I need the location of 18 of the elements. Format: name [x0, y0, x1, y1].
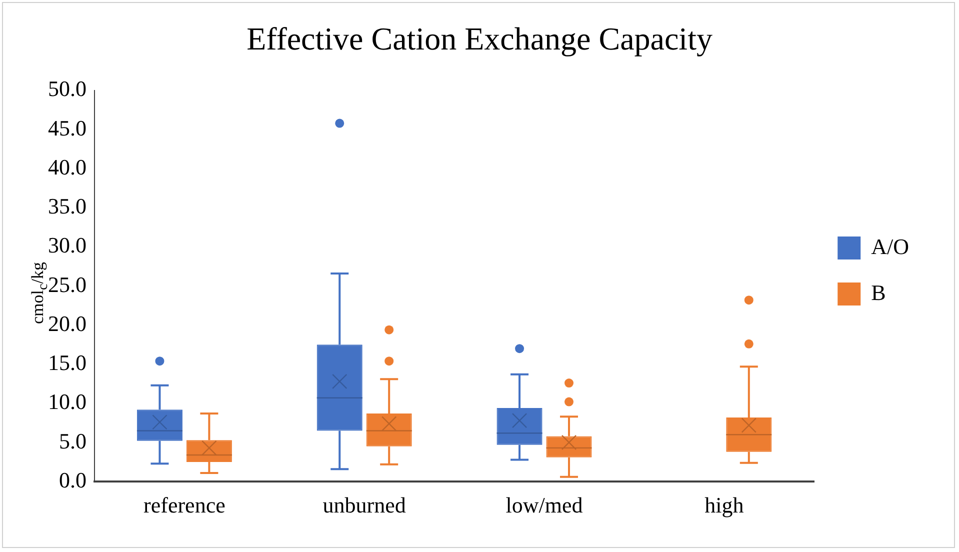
y-tick-label: 50.0	[48, 76, 86, 102]
y-tick-label: 0.0	[59, 467, 86, 492]
y-tick-label: 20.0	[48, 310, 86, 336]
y-tick-label: 25.0	[48, 272, 86, 297]
y-tick-label: 35.0	[48, 194, 86, 219]
y-tick-label: 45.0	[48, 115, 86, 140]
legend-label: B	[871, 280, 886, 305]
chart-title: Effective Cation Exchange Capacity	[246, 20, 712, 57]
x-tick-label: low/med	[506, 492, 583, 518]
x-tick-label: unburned	[322, 492, 406, 518]
legend-label: A/O	[871, 234, 910, 259]
y-tick-label: 10.0	[48, 389, 86, 414]
y-tick-label: 15.0	[48, 350, 86, 376]
y-tick-label: 5.0	[59, 428, 86, 454]
y-tick-label: 30.0	[48, 232, 86, 258]
x-tick-label: high	[704, 492, 744, 518]
y-tick-label: 40.0	[48, 154, 86, 180]
x-tick-label: reference	[144, 492, 226, 518]
